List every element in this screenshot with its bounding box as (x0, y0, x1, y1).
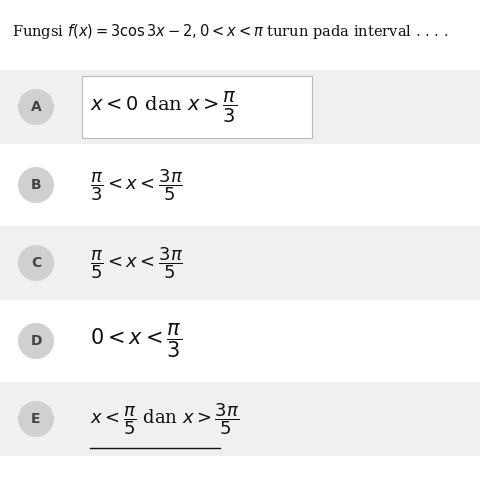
Bar (0, 226, 480, 300)
Circle shape (18, 401, 54, 437)
Text: Fungsi $f(x) = 3\cos 3x - 2, 0 < x < \pi$ turun pada interval . . . .: Fungsi $f(x) = 3\cos 3x - 2, 0 < x < \pi… (12, 22, 448, 41)
Text: $x < \dfrac{\pi}{5}$ dan $x > \dfrac{3\pi}{5}$: $x < \dfrac{\pi}{5}$ dan $x > \dfrac{3\p… (90, 401, 240, 437)
Text: $0 < x < \dfrac{\pi}{3}$: $0 < x < \dfrac{\pi}{3}$ (90, 322, 182, 360)
Circle shape (18, 245, 54, 281)
Text: A: A (31, 100, 41, 114)
Circle shape (18, 167, 54, 203)
Text: D: D (30, 334, 42, 348)
Text: $x < 0$ dan $x > \dfrac{\pi}{3}$: $x < 0$ dan $x > \dfrac{\pi}{3}$ (90, 89, 237, 124)
Text: E: E (31, 412, 41, 426)
Bar (0, 70, 480, 144)
Bar (0, 304, 480, 378)
Text: B: B (31, 178, 41, 192)
Text: $\dfrac{\pi}{5} < x < \dfrac{3\pi}{5}$: $\dfrac{\pi}{5} < x < \dfrac{3\pi}{5}$ (90, 245, 183, 281)
Bar (0, 148, 480, 222)
Text: $\dfrac{\pi}{3} < x < \dfrac{3\pi}{5}$: $\dfrac{\pi}{3} < x < \dfrac{3\pi}{5}$ (90, 167, 183, 203)
Bar (0, 382, 480, 456)
Text: C: C (31, 256, 41, 270)
Circle shape (18, 323, 54, 359)
Circle shape (18, 89, 54, 125)
FancyBboxPatch shape (82, 76, 312, 138)
